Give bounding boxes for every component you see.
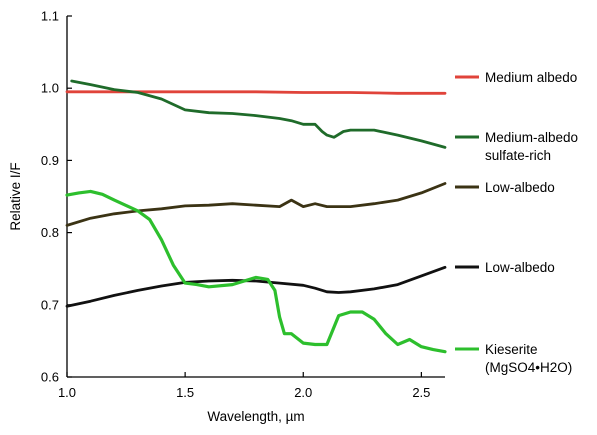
y-tick-label: 0.6 — [41, 370, 59, 385]
legend-label: Kieserite — [485, 342, 538, 357]
legend-label: Medium albedo — [485, 70, 577, 85]
ticks: 0.6 0.7 0.8 0.9 1.0 1.1 1.0 1.5 2.0 2.5 — [41, 9, 430, 401]
x-tick-label: 1.5 — [176, 385, 194, 400]
y-tick-label: 1.0 — [41, 81, 59, 96]
series-lines — [65, 79, 447, 354]
y-tick-label: 0.8 — [41, 225, 59, 240]
y-tick-label: 0.7 — [41, 297, 59, 312]
y-tick-label: 1.1 — [41, 9, 59, 24]
series-line-5 — [65, 189, 447, 354]
legend-label: Medium-albedo — [485, 130, 578, 145]
series-line-4 — [65, 265, 447, 308]
series-line-2 — [70, 79, 447, 149]
axes — [66, 16, 445, 378]
legend-label: Low-albedo — [485, 180, 555, 195]
x-tick-label: 2.5 — [412, 385, 430, 400]
legend: Medium albedo Medium-albedo sulfate-rich Lo… — [455, 70, 578, 375]
legend-label: (MgSO4•H2O) — [485, 360, 572, 375]
y-tick-label: 0.9 — [41, 153, 59, 168]
x-tick-label: 1.0 — [58, 385, 76, 400]
y-axis-label: Relative I/F — [8, 162, 23, 230]
x-tick-label: 2.0 — [294, 385, 312, 400]
legend-label: sulfate-rich — [485, 148, 551, 163]
x-axis-label: Wavelength, µm — [207, 409, 304, 424]
legend-label: Low-albedo — [485, 260, 555, 275]
